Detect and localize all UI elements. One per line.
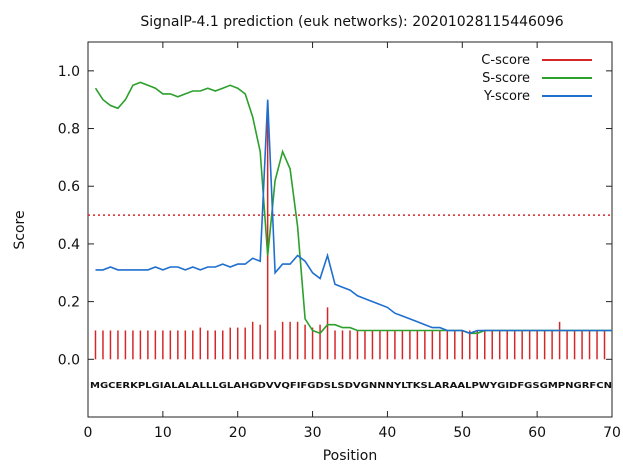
- x-tick-label: 70: [603, 425, 621, 441]
- x-tick-label: 60: [528, 425, 546, 441]
- y-tick-label: 0.0: [58, 352, 80, 368]
- sequence-label: MGCERKPLGIALALALLLGLAHGDVVQFIFGDSLSDVGNN…: [90, 381, 612, 390]
- x-tick-label: 50: [453, 425, 471, 441]
- legend: C-score S-score Y-score: [481, 53, 592, 104]
- x-tick-label: 0: [84, 425, 93, 441]
- chart-title: SignalP-4.1 prediction (euk networks): 2…: [140, 14, 563, 30]
- legend-label: S-score: [482, 71, 530, 86]
- y-tick-label: 0.6: [58, 179, 80, 195]
- x-tick-label: 20: [229, 425, 247, 441]
- y-tick-label: 1.0: [58, 64, 80, 80]
- x-tick-label: 10: [154, 425, 172, 441]
- plot-frame: [87, 41, 613, 418]
- x-axis-label: Position: [323, 448, 378, 464]
- c-score-series: [94, 117, 606, 360]
- x-tick-label: 40: [379, 425, 397, 441]
- y-axis-ticks: 0.0 0.2 0.4 0.6 0.8 1.0: [58, 64, 612, 368]
- x-tick-label: 30: [304, 425, 322, 441]
- y-tick-label: 0.8: [58, 122, 80, 138]
- legend-label: C-score: [481, 53, 530, 68]
- y-tick-label: 0.2: [58, 295, 80, 311]
- y-axis-label: Score: [12, 210, 28, 249]
- y-score-series: [95, 99, 612, 335]
- s-score-line: [94, 81, 612, 335]
- y-score-line: [95, 99, 612, 335]
- x-axis-ticks: 0 10 20 30 40 50 60 70: [84, 42, 621, 441]
- s-score-series: [94, 81, 612, 335]
- legend-label: Y-score: [483, 89, 530, 104]
- y-tick-label: 0.4: [58, 237, 80, 253]
